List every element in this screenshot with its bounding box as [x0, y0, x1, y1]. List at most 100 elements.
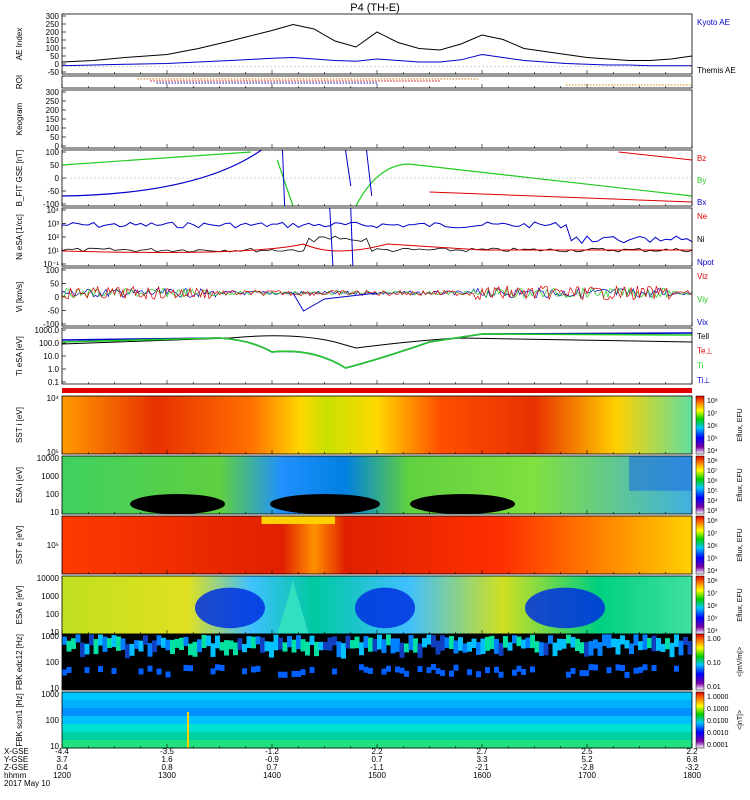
heatmap-cell: [399, 667, 405, 674]
ytick-label: -100: [43, 200, 60, 209]
series-line-tell: [61, 335, 693, 349]
heatmap-cell: [210, 643, 216, 657]
heatmap-blob: [629, 456, 692, 491]
heatmap-cell: [390, 638, 396, 654]
heatmap-cell: [642, 664, 648, 671]
legend-label: Vix: [697, 318, 708, 327]
ylabel: ESA i [eV]: [15, 467, 24, 503]
ytick-label: 1000: [41, 632, 59, 641]
heatmap-cell: [71, 638, 76, 650]
heatmap-band: [62, 724, 692, 733]
heatmap-blob: [525, 587, 605, 629]
heatmap-cell: [507, 642, 513, 651]
heatmap-cell: [417, 643, 423, 658]
colorbar-tick-label: 0.01: [707, 684, 721, 691]
series-line-vix: [292, 292, 378, 312]
heatmap-cell: [440, 635, 445, 651]
colorbar-tick-label: 10⁶: [707, 423, 718, 430]
heatmap-cell: [156, 635, 162, 646]
series-line-t1: [61, 333, 693, 369]
heatmap-cell: [570, 667, 576, 674]
panel-esa_ion: 10000 1000 100 10 ESA i [eV] 10⁸ 10⁷ 10⁶ 10⁵ 10⁴ 1…: [15, 454, 744, 517]
heatmap-cell: [282, 671, 288, 678]
heatmap-cell: [606, 667, 612, 674]
heatmap-cell: [408, 635, 414, 651]
heatmap-cell: [426, 634, 432, 645]
heatmap-cell: [345, 635, 351, 649]
ytick-label: 50: [50, 133, 59, 142]
heatmap-cell: [188, 643, 193, 656]
xaxis-row-label: Z-GSE: [4, 763, 28, 772]
heatmap-cell: [242, 668, 247, 675]
heatmap-cell: [170, 639, 175, 655]
heatmap-blob: [355, 587, 415, 629]
heatmap-cell: [660, 643, 666, 652]
heatmap-cell: [516, 636, 522, 647]
heatmap-cell: [156, 668, 162, 675]
heatmap-cell: [147, 643, 153, 657]
heatmap-cell: [372, 638, 378, 652]
xaxis-z-value: -2.1: [475, 763, 489, 772]
heatmap-cell: [404, 643, 409, 653]
heatmap-cell: [588, 641, 594, 656]
heatmap-cell: [444, 637, 450, 648]
heatmap-cell: [386, 634, 391, 646]
axes-frame: [61, 89, 693, 149]
ytick-label: 100: [46, 148, 60, 157]
heatmap-cell: [453, 640, 459, 654]
colorbar-tick-label: 10⁶: [707, 478, 718, 485]
heatmap-cell: [165, 639, 171, 651]
xaxis-z-value: -2.8: [580, 763, 594, 772]
heatmap-cell: [309, 666, 315, 673]
ytick-label: 200: [46, 106, 60, 115]
heatmap-cell: [246, 636, 252, 649]
heatmap-cell: [521, 668, 526, 675]
heatmap-cell: [593, 664, 598, 671]
ytick-label: 300: [46, 12, 60, 21]
heatmap-cell: [201, 634, 207, 649]
heatmap-cell: [638, 641, 643, 651]
ytick-label: 200: [46, 28, 60, 37]
heatmap-cell: [183, 636, 189, 647]
ytick-label: 100: [46, 124, 60, 133]
heatmap-cell: [75, 634, 81, 643]
heatmap-cell: [399, 642, 405, 658]
heatmap-cell: [224, 640, 229, 656]
heatmap-band: [62, 732, 692, 741]
heatmap-cell: [107, 638, 112, 648]
heatmap-cell: [323, 641, 328, 651]
series-line-0: [61, 23, 693, 63]
heatmap-cell: [485, 667, 490, 674]
ytick-label: 10⁵: [47, 541, 59, 550]
colorbar-tick-label: 1.0000: [707, 694, 729, 701]
heatmap-cell: [363, 666, 369, 673]
heatmap-cell: [476, 671, 481, 678]
heatmap-band: [62, 692, 692, 701]
xaxis-x-value: 2.2: [686, 747, 698, 756]
xaxis-z-value: 0.7: [266, 763, 278, 772]
heatmap-cell: [350, 640, 355, 649]
colorbar-tick-label: 10⁵: [707, 616, 718, 623]
ytick-label: 100: [46, 610, 60, 619]
heatmap-cell: [206, 635, 211, 647]
heatmap-cell: [219, 664, 225, 671]
heatmap-cell: [174, 638, 180, 648]
xaxis-x-value: 2.5: [581, 747, 593, 756]
ylabel: AE Index: [15, 28, 24, 60]
xaxis-y-value: 3.3: [476, 755, 488, 764]
series-line-1: [61, 53, 692, 67]
heatmap-band: [62, 700, 692, 709]
ytick-label: 100: [46, 490, 60, 499]
heatmap-cell: [134, 640, 139, 649]
legend-label: Viy: [697, 295, 708, 304]
heatmap-cell: [89, 634, 94, 646]
ytick-label: 250: [46, 97, 60, 106]
heatmap-cell: [363, 636, 369, 648]
ytick-label: 10⁵: [47, 448, 59, 457]
heatmap-cell: [237, 638, 243, 650]
heatmap-cell: [179, 637, 184, 650]
xaxis-x-value: -4.4: [55, 747, 69, 756]
xaxis-t-value: 1700: [578, 771, 596, 780]
